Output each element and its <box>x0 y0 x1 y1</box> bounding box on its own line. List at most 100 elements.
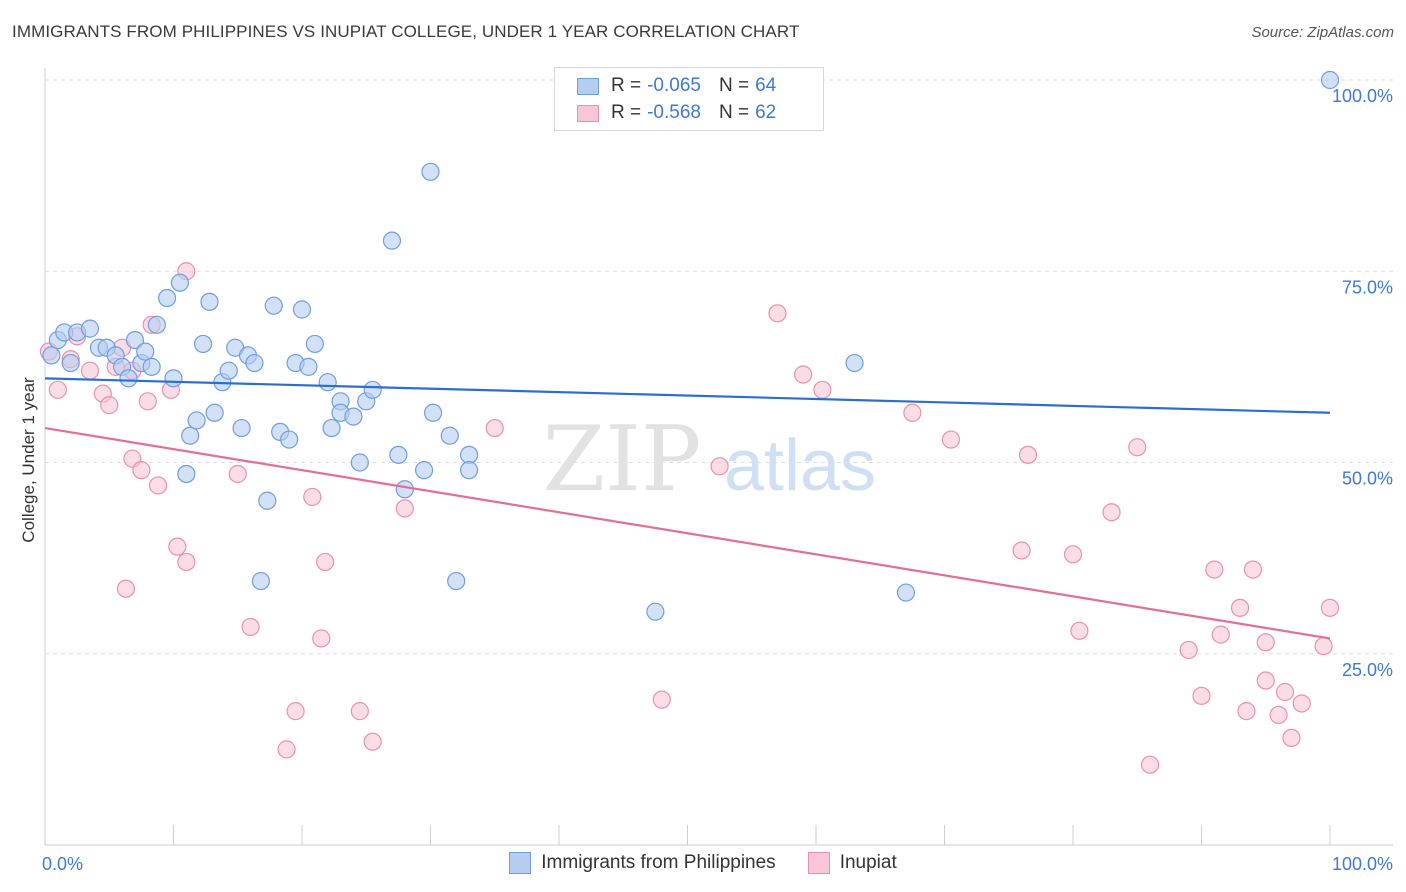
legend-n-label: N = <box>718 102 750 123</box>
inupiat-point <box>1314 636 1333 656</box>
inupiat-points <box>39 262 1340 774</box>
series-legend: Immigrants from Philippines Inupiat <box>0 852 1406 874</box>
inupiat-point <box>241 617 260 637</box>
trend-line <box>44 377 1331 414</box>
y-tick-labels: 25.0% 50.0% 75.0% 100.0% <box>1332 86 1393 680</box>
philippines-point <box>251 571 270 591</box>
inupiat-point <box>652 690 671 709</box>
inupiat-point <box>1205 560 1224 579</box>
philippines-point <box>125 331 145 350</box>
philippines-point <box>414 461 434 480</box>
inupiat-point <box>168 537 187 556</box>
inupiat-point <box>350 702 369 721</box>
philippines-point <box>157 288 177 308</box>
inupiat-point <box>303 487 322 507</box>
philippines-point <box>80 319 100 338</box>
inupiat-point <box>1128 438 1147 457</box>
legend-swatch-blue <box>509 852 532 874</box>
inupiat-point <box>48 380 67 399</box>
series-legend-label: Immigrants from Philippines <box>541 852 776 873</box>
inupiat-point <box>277 740 296 759</box>
axes <box>44 68 1393 846</box>
philippines-point <box>177 464 196 484</box>
inupiat-point <box>1282 728 1301 748</box>
philippines-point <box>459 461 479 480</box>
inupiat-point <box>286 702 305 721</box>
philippines-point <box>245 353 264 373</box>
philippines-point <box>42 346 61 365</box>
inupiat-point <box>1063 545 1083 564</box>
inupiat-point <box>1140 755 1160 774</box>
legend-row-inupiat: R = -0.568 N = 62 <box>577 101 776 125</box>
legend-row-philippines: R = -0.065 N = 64 <box>577 74 776 98</box>
philippines-point <box>232 418 251 438</box>
inupiat-point <box>1070 621 1089 640</box>
y-tick-label: 50.0% <box>1342 469 1393 489</box>
inupiat-point <box>116 579 136 598</box>
inupiat-point <box>1275 682 1295 702</box>
inupiat-point <box>1292 694 1311 713</box>
philippines-point <box>318 373 337 392</box>
series-legend-inupiat: Inupiat <box>807 852 897 874</box>
philippines-point <box>280 430 299 449</box>
watermark-atlas: atlas <box>724 426 876 506</box>
legend-swatch-pink <box>577 104 599 122</box>
philippines-point <box>305 334 324 354</box>
inupiat-point <box>941 430 961 449</box>
trend-lines <box>44 377 1331 640</box>
philippines-point <box>421 162 440 181</box>
philippines-point <box>164 369 183 388</box>
philippines-point <box>646 602 665 621</box>
y-tick-label: 75.0% <box>1342 277 1393 297</box>
philippines-point <box>147 315 166 334</box>
gridlines <box>45 79 1393 655</box>
legend-r-value: -0.568 <box>647 102 701 123</box>
inupiat-point <box>1211 625 1230 644</box>
philippines-point <box>363 380 382 399</box>
inupiat-point <box>1018 445 1038 464</box>
inupiat-point <box>1102 503 1121 522</box>
x-tick-label: 0.0% <box>42 854 83 874</box>
philippines-point <box>200 292 219 311</box>
inupiat-point <box>1237 702 1256 721</box>
inupiat-point <box>1256 633 1275 652</box>
philippines-point <box>350 453 369 472</box>
x-tick-labels: 0.0% 100.0% <box>42 854 1393 874</box>
philippines-point <box>119 369 138 388</box>
y-tick-label: 100.0% <box>1332 86 1393 106</box>
philippines-point <box>136 342 155 361</box>
inupiat-point <box>363 732 382 751</box>
legend-n-value: 64 <box>755 75 777 96</box>
philippines-point <box>395 480 414 499</box>
philippines-point <box>322 418 341 438</box>
philippines-point <box>61 353 80 373</box>
legend-n-value: 62 <box>755 102 777 123</box>
philippines-point <box>440 426 459 445</box>
philippines-point <box>142 357 161 376</box>
x-tick-label: 100.0% <box>1332 854 1393 874</box>
inupiat-point <box>1269 705 1288 725</box>
philippines-point <box>344 407 363 426</box>
inupiat-point <box>132 461 151 480</box>
inupiat-point <box>1192 686 1211 705</box>
legend-swatch-pink <box>807 852 830 874</box>
legend-r-label: R = <box>611 75 642 96</box>
philippines-point <box>1320 70 1340 90</box>
philippines-point <box>459 445 479 464</box>
inupiat-point <box>395 499 414 518</box>
legend-r-label: R = <box>611 102 642 123</box>
inupiat-point <box>903 403 922 422</box>
philippines-point <box>181 426 200 445</box>
watermark: ZIP atlas <box>543 407 876 512</box>
philippines-point <box>219 361 238 380</box>
philippines-point <box>845 353 864 373</box>
inupiat-point <box>1012 541 1031 560</box>
inupiat-point <box>316 552 335 572</box>
source-label: Source: ZipAtlas.com <box>1251 24 1394 41</box>
philippines-points <box>42 70 1340 621</box>
philippines-point <box>382 231 402 250</box>
legend-n-label: N = <box>718 75 750 96</box>
inupiat-point <box>1320 598 1340 617</box>
inupiat-point <box>80 361 100 380</box>
